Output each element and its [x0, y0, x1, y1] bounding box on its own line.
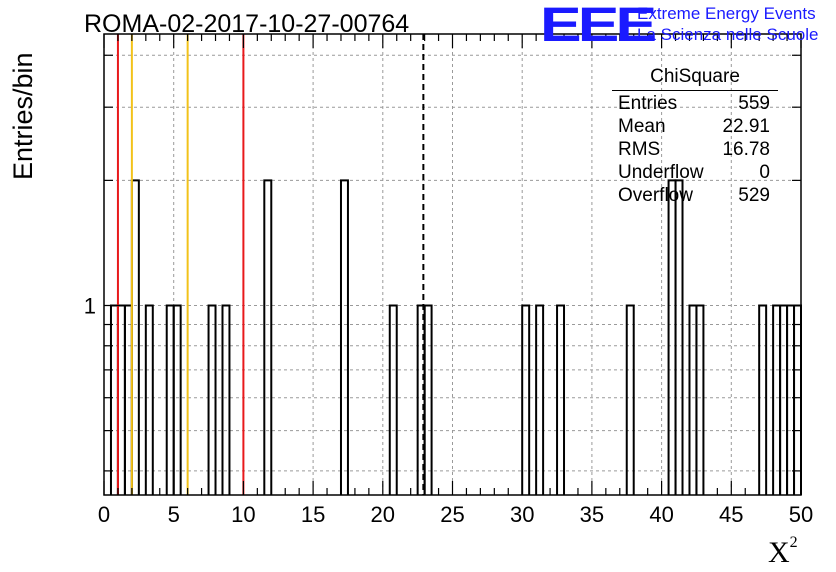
histogram-bin: [172, 304, 182, 495]
x-axis-label-superscript: 2: [789, 534, 798, 551]
y-tick-label: 1: [84, 293, 96, 318]
x-axis-label-base: X: [768, 536, 790, 569]
histogram-bin: [109, 304, 119, 495]
histogram-bin: [207, 304, 217, 495]
axes: 0 5 10 15 20 25 30 35 40 45 50 1: [84, 33, 813, 527]
x-tick-label: 20: [371, 502, 395, 527]
histogram-bin: [388, 304, 398, 495]
histogram-bin: [130, 179, 140, 495]
histogram-bin: [165, 304, 175, 495]
histogram-bin: [793, 304, 802, 495]
stats-row-entries: Entries 559: [612, 92, 778, 115]
stats-row-mean: Mean 22.91: [612, 115, 778, 138]
stats-label: Entries: [618, 93, 678, 114]
x-tick-label: 35: [580, 502, 604, 527]
x-tick-label: 10: [231, 502, 255, 527]
x-tick-label: 25: [440, 502, 464, 527]
stats-row-overflow: Overflow 529: [612, 184, 778, 207]
x-tick-label: 50: [789, 502, 813, 527]
histogram-bin: [144, 304, 154, 495]
logo-subtitle-1: Extreme Energy Events: [637, 4, 816, 23]
histogram-bin: [535, 304, 545, 495]
stats-label: RMS: [618, 139, 661, 160]
histogram-bin: [521, 304, 531, 495]
x-tick-label: 45: [719, 502, 743, 527]
reference-lines: [116, 34, 425, 495]
histogram-bin: [786, 304, 796, 495]
histogram-bin: [556, 304, 566, 495]
histogram-bin: [674, 179, 684, 495]
stats-row-underflow: Underflow 0: [612, 161, 778, 184]
histogram-bin: [123, 304, 133, 495]
stats-row-rms: RMS 16.78: [612, 138, 778, 161]
x-tick-label: 0: [98, 502, 110, 527]
x-tick-label: 40: [649, 502, 673, 527]
histogram-bin: [221, 304, 231, 495]
histogram-bin: [667, 179, 677, 495]
stats-value: 16.78: [722, 139, 770, 160]
chart-title: ROMA-02-2017-10-27-00764: [84, 10, 410, 38]
stats-box-title: ChiSquare: [612, 66, 778, 91]
stats-box: ChiSquare Entries 559 Mean 22.91 RMS 16.78 …: [612, 66, 778, 207]
y-axis-label: Entries/bin: [8, 52, 38, 180]
stats-value: 559: [738, 93, 770, 114]
stats-value: 0: [759, 162, 770, 183]
grid-lines: [104, 34, 801, 495]
stats-value: 22.91: [722, 116, 770, 137]
histogram-bin: [339, 179, 349, 495]
stats-value: 529: [738, 185, 770, 206]
histogram-bin: [758, 304, 768, 495]
histogram-bin: [779, 304, 789, 495]
histogram-bin: [423, 304, 433, 495]
histogram-series: [109, 179, 802, 495]
histogram-bin: [772, 304, 782, 495]
histogram-bin: [263, 179, 273, 495]
x-tick-label: 15: [301, 502, 325, 527]
histogram-bin: [688, 304, 698, 495]
stats-label: Overflow: [618, 185, 693, 206]
eee-logo: EEE: [540, 0, 657, 52]
stats-label: Underflow: [618, 162, 704, 183]
histogram-bin: [625, 304, 635, 495]
x-tick-label: 5: [168, 502, 180, 527]
logo-subtitle-2: La Scienza nelle Scuole: [637, 25, 819, 44]
x-axis-label: X2: [768, 534, 798, 570]
histogram-bin: [695, 304, 705, 495]
stats-label: Mean: [618, 116, 666, 137]
x-tick-label: 30: [510, 502, 534, 527]
histogram-bin: [116, 304, 126, 495]
